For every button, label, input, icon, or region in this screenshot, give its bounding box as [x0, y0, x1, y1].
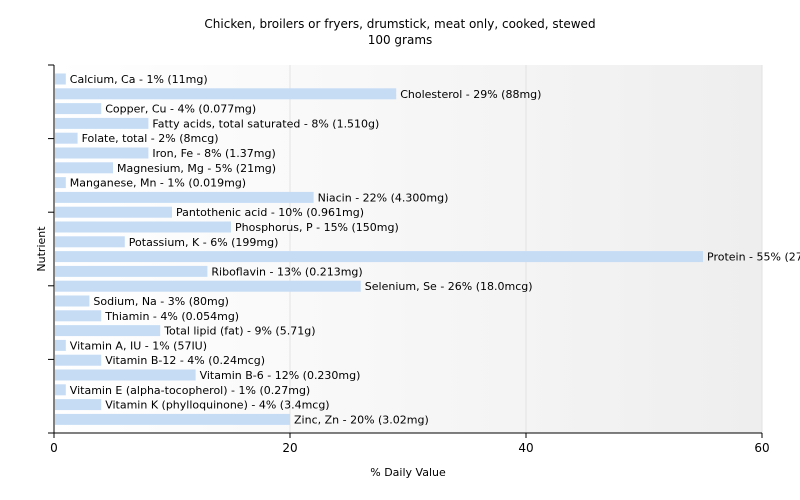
bar-label: Thiamin - 4% (0.054mg): [104, 310, 239, 323]
bar: [55, 251, 703, 263]
bar-label: Manganese, Mn - 1% (0.019mg): [70, 177, 246, 190]
bar: [55, 354, 102, 366]
bar: [55, 117, 149, 129]
grid-lines: [289, 65, 763, 433]
bar: [55, 103, 102, 115]
bar: [55, 177, 66, 189]
bar-label: Vitamin A, IU - 1% (57IU): [70, 339, 207, 352]
bar: [55, 339, 66, 351]
chart-title-main: Chicken, broilers or fryers, drumstick, …: [204, 17, 596, 31]
bar: [55, 369, 196, 381]
bar: [55, 147, 149, 159]
bar-label: Total lipid (fat) - 9% (5.71g): [163, 325, 315, 338]
bar-label: Phosphorus, P - 15% (150mg): [235, 221, 399, 234]
bar: [55, 265, 208, 277]
bar: [55, 384, 66, 396]
bars: [55, 73, 703, 425]
bar: [55, 236, 125, 248]
x-tick-label: 20: [282, 441, 297, 455]
bar: [55, 162, 113, 174]
bar-label: Cholesterol - 29% (88mg): [400, 88, 541, 101]
bar-label: Sodium, Na - 3% (80mg): [93, 295, 229, 308]
bar-label: Iron, Fe - 8% (1.37mg): [152, 147, 275, 160]
bar: [55, 310, 102, 322]
bar-label: Potassium, K - 6% (199mg): [129, 236, 279, 249]
bar: [55, 73, 66, 85]
chart-subtitle: 100 grams: [367, 33, 433, 47]
bar-label: Niacin - 22% (4.300mg): [318, 191, 449, 204]
bar: [55, 295, 90, 307]
bar: [55, 221, 231, 233]
x-axis-label: % Daily Value: [370, 466, 446, 479]
chart-title: Chicken, broilers or fryers, drumstick, …: [0, 16, 800, 48]
bar: [55, 191, 314, 203]
bar: [55, 206, 172, 218]
bar: [55, 325, 161, 337]
bar: [55, 413, 290, 425]
x-tick-label: 60: [754, 441, 769, 455]
bar-label: Protein - 55% (27.50g): [707, 251, 800, 264]
axes: 0 20 40 60: [48, 64, 770, 455]
bar-label: Selenium, Se - 26% (18.0mcg): [365, 280, 533, 293]
bar-labels: Calcium, Ca - 1% (11mg) Cholesterol - 29%…: [70, 73, 800, 426]
bar-label: Folate, total - 2% (8mcg): [82, 132, 219, 145]
bar-label: Copper, Cu - 4% (0.077mg): [105, 103, 256, 116]
bar-label: Pantothenic acid - 10% (0.961mg): [176, 206, 364, 219]
bar-label: Magnesium, Mg - 5% (21mg): [117, 162, 276, 175]
y-axis-label: Nutrient: [35, 226, 48, 272]
bar-label: Calcium, Ca - 1% (11mg): [70, 73, 208, 86]
x-tick-label: 0: [50, 441, 58, 455]
bar: [55, 132, 78, 144]
bar-label: Riboflavin - 13% (0.213mg): [211, 265, 362, 278]
bar-label: Vitamin E (alpha-tocopherol) - 1% (0.27m…: [70, 384, 310, 397]
x-tick-label: 40: [518, 441, 533, 455]
bar: [55, 399, 102, 411]
bar-label: Vitamin B-12 - 4% (0.24mcg): [105, 354, 265, 367]
bar-label: Vitamin K (phylloquinone) - 4% (3.4mcg): [105, 399, 329, 412]
bar: [55, 280, 361, 292]
bar-label: Zinc, Zn - 20% (3.02mg): [294, 413, 429, 426]
bar: [55, 88, 397, 100]
bar-label: Vitamin B-6 - 12% (0.230mg): [200, 369, 361, 382]
bar-label: Fatty acids, total saturated - 8% (1.510…: [152, 117, 379, 130]
